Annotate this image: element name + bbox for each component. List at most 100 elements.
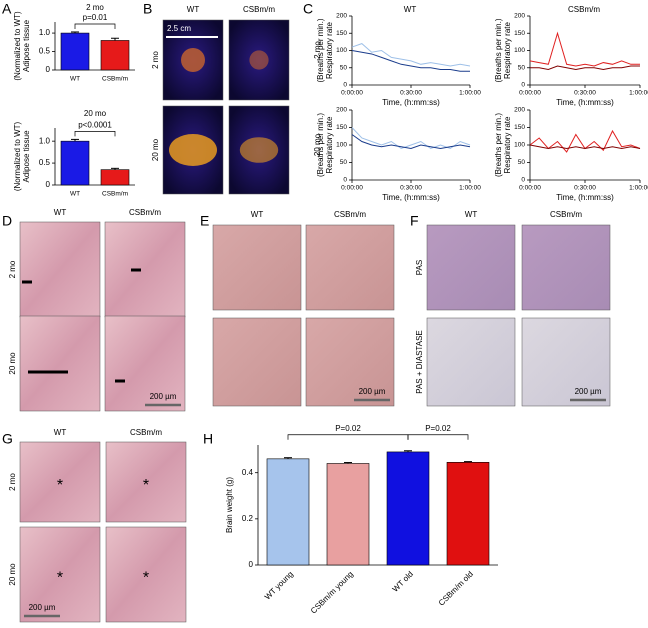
micrograph bbox=[305, 224, 395, 311]
y-tick-label: 0.2 bbox=[242, 514, 254, 523]
significance-bracket bbox=[74, 23, 116, 29]
y-tick-label: 1.0 bbox=[39, 28, 51, 37]
x-tick-label: 0:30:00 bbox=[400, 90, 422, 97]
y-axis-label: Respiratory rate bbox=[325, 116, 334, 173]
chart-title: 20 mo bbox=[84, 109, 107, 118]
y-tick-label: 0 bbox=[46, 65, 51, 74]
micrograph bbox=[426, 317, 516, 407]
y-tick-label: 150 bbox=[336, 30, 347, 37]
y-tick-label: 0.5 bbox=[39, 47, 51, 56]
column-label: WT bbox=[54, 428, 67, 437]
y-tick-label: 150 bbox=[514, 30, 525, 37]
y-tick-label: 0 bbox=[521, 177, 525, 184]
micrograph bbox=[212, 224, 302, 311]
x-tick-label: CSBm/m old bbox=[437, 570, 475, 608]
scale-label: 200 µm bbox=[575, 387, 602, 396]
bar bbox=[60, 32, 90, 71]
x-axis-label: Time, (h:mm:ss) bbox=[556, 98, 614, 107]
significance-bracket bbox=[407, 434, 469, 440]
y-axis-label: (Normalized to WT) bbox=[13, 11, 22, 81]
series-line bbox=[529, 144, 641, 150]
y-axis-label: Adipose tissue bbox=[22, 19, 31, 72]
fat-signal bbox=[239, 137, 279, 163]
asterisk: * bbox=[57, 477, 63, 494]
bar bbox=[100, 169, 130, 186]
x-tick-label: WT bbox=[70, 191, 80, 198]
y-tick-label: 100 bbox=[514, 142, 525, 149]
micrograph bbox=[305, 317, 395, 407]
panel-letter: F bbox=[410, 213, 419, 229]
x-tick-label: 0:00:00 bbox=[341, 90, 363, 97]
column-label: CSBm/m bbox=[129, 208, 161, 217]
significance-label: p<0.0001 bbox=[78, 121, 112, 130]
x-tick-label: 1:00:00 bbox=[629, 90, 648, 97]
micrograph bbox=[104, 315, 186, 412]
asterisk: * bbox=[143, 477, 149, 494]
scale-label: 200 µm bbox=[29, 603, 56, 612]
micrograph bbox=[212, 317, 302, 407]
x-tick-label: 0:30:00 bbox=[574, 185, 596, 192]
significance-bracket bbox=[287, 434, 409, 440]
y-tick-label: 50 bbox=[340, 159, 348, 166]
asterisk: * bbox=[57, 570, 63, 587]
y-tick-label: 1.0 bbox=[39, 136, 51, 145]
series-line bbox=[351, 134, 471, 150]
x-tick-label: 0:30:00 bbox=[574, 90, 596, 97]
y-axis-label: (Breaths per min.) bbox=[494, 18, 503, 82]
micrograph bbox=[19, 526, 101, 623]
scale-label: 2.5 cm bbox=[167, 24, 191, 33]
y-axis-label: (Breaths per min.) bbox=[316, 113, 325, 177]
column-label: WT bbox=[465, 210, 478, 219]
chart-title: 2 mo bbox=[86, 3, 104, 12]
asterisk: * bbox=[143, 570, 149, 587]
row-label: 20 mo bbox=[8, 352, 17, 375]
panel-letter: A bbox=[2, 1, 12, 17]
bar bbox=[386, 451, 430, 566]
bar bbox=[446, 462, 490, 566]
column-label: WT bbox=[251, 210, 264, 219]
y-tick-label: 0 bbox=[343, 177, 347, 184]
y-tick-label: 50 bbox=[518, 64, 526, 71]
x-tick-label: CSBm/m young bbox=[309, 570, 355, 616]
x-tick-label: CSBm/m bbox=[102, 76, 128, 83]
y-tick-label: 0 bbox=[343, 82, 347, 89]
fat-signal bbox=[181, 48, 205, 72]
column-label: WT bbox=[187, 5, 200, 14]
significance-bracket bbox=[74, 131, 116, 137]
row-label: PAS + DIASTASE bbox=[415, 330, 424, 394]
x-tick-label: CSBm/m bbox=[102, 191, 128, 198]
y-axis-label: (Breaths per min.) bbox=[494, 113, 503, 177]
y-tick-label: 100 bbox=[336, 47, 347, 54]
row-label: 20 mo bbox=[151, 138, 160, 161]
significance-label: p=0.01 bbox=[83, 13, 108, 22]
panel-letter: H bbox=[203, 431, 213, 447]
fat-signal bbox=[249, 50, 269, 70]
x-axis-label: Time, (h:mm:ss) bbox=[382, 98, 440, 107]
y-axis-label: Brain weight (g) bbox=[225, 477, 234, 533]
y-tick-label: 50 bbox=[340, 64, 348, 71]
scale-label: 200 µm bbox=[359, 387, 386, 396]
fat-signal bbox=[169, 134, 217, 166]
row-label: 2 mo bbox=[151, 51, 160, 69]
row-label: 2 mo bbox=[8, 260, 17, 278]
micrograph bbox=[105, 526, 187, 623]
row-label: 20 mo bbox=[8, 563, 17, 586]
y-axis-label: Adipose tissue bbox=[22, 130, 31, 183]
y-tick-label: 100 bbox=[514, 47, 525, 54]
x-tick-label: 0:00:00 bbox=[519, 185, 541, 192]
y-tick-label: 200 bbox=[336, 13, 347, 20]
significance-label: P=0.02 bbox=[335, 424, 361, 433]
x-axis-label: Time, (h:mm:ss) bbox=[556, 193, 614, 202]
series-line bbox=[351, 43, 471, 67]
panel-letter: B bbox=[143, 1, 152, 17]
column-label: WT bbox=[404, 5, 417, 14]
column-label: WT bbox=[54, 208, 67, 217]
y-axis-label: (Breaths per min.) bbox=[316, 18, 325, 82]
x-tick-label: WT young bbox=[263, 570, 295, 602]
series-line bbox=[529, 31, 640, 67]
micrograph bbox=[19, 441, 101, 523]
y-axis-label: Respiratory rate bbox=[503, 22, 512, 79]
panel-letter: C bbox=[303, 1, 313, 17]
scale-label: 200 µm bbox=[150, 392, 177, 401]
column-label: CSBm/m bbox=[130, 428, 162, 437]
